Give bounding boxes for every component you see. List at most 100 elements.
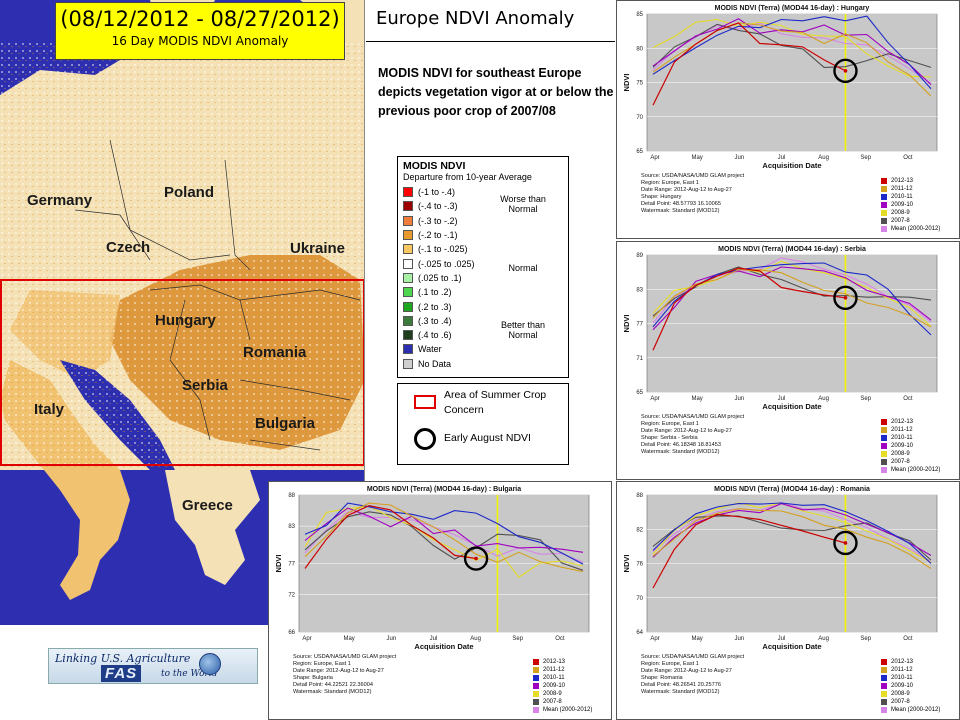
series-swatch (881, 427, 887, 433)
series-swatch (881, 667, 887, 673)
series-legend: 2012-13 2011-12 2010-11 2009-10 2008-9 2007-8… (881, 658, 940, 714)
series-name: 2009-10 (891, 683, 914, 689)
chart-metadata: Source: USDA/NASA/UMD GLAM project Region… (641, 654, 744, 696)
y-tick-label: 72 (288, 593, 295, 599)
series-legend-item: 2012-13 (881, 418, 940, 426)
series-name: 2011-12 (891, 186, 913, 192)
page-title: Europe NDVI Anomaly (366, 0, 615, 42)
series-legend-item: 2007-8 (881, 217, 940, 225)
series-name: 2010-11 (891, 435, 913, 441)
map-borders (74, 139, 361, 451)
ndvi-line-chart: 64 70 76 82 88 Apr May Jun Jul Aug Sep Oct MODIS NDV… (622, 486, 938, 651)
chart-panel-serbia: 65 71 77 83 89 Apr May Jun Jul Aug Sep Oct MODIS NDV… (616, 241, 960, 480)
series-line (652, 22, 932, 84)
country-label-italy: Italy (34, 401, 65, 418)
series-name: 2011-12 (891, 427, 913, 433)
series-legend-item: 2008-9 (533, 690, 592, 698)
series-name: 2011-12 (543, 667, 565, 673)
legend-item: (-.4 to -.3) (403, 199, 563, 213)
description-text: MODIS NDVI for southeast Europe depicts … (378, 66, 614, 118)
legend-swatch (403, 287, 413, 298)
anomaly-map: Germany Poland Czech Ukraine Hungary Rom… (0, 0, 365, 625)
series-name: 2012-13 (891, 659, 914, 665)
concern-area-label: Area of Summer Crop Concern (444, 389, 547, 416)
y-tick-label: 76 (636, 562, 643, 568)
ndvi-line-chart: 65 70 75 80 85 Apr May Jun Jul Aug Sep Oct MODIS NDV… (622, 5, 938, 170)
series-swatch (533, 699, 539, 705)
x-tick-label: Jul (778, 155, 786, 161)
country-label-poland: Poland (164, 184, 215, 201)
series-swatch (881, 707, 887, 713)
series-name: 2009-10 (543, 683, 566, 689)
series-swatch (881, 467, 887, 473)
legend-group-normal: Normal (508, 263, 538, 273)
series-swatch (533, 683, 539, 689)
legend-label: (-.4 to -.3) (418, 201, 458, 212)
y-tick-label: 88 (636, 493, 643, 499)
series-legend-item: 2012-13 (881, 177, 940, 185)
legend-item: (.2 to .3) (403, 299, 563, 313)
legend-swatch (403, 258, 413, 269)
y-tick-label: 65 (636, 390, 643, 396)
series-swatch (881, 691, 887, 697)
y-axis-label: NDVI (622, 74, 631, 92)
series-swatch (881, 194, 887, 200)
series-line (652, 22, 846, 106)
x-tick-label: Sep (860, 636, 871, 642)
x-axis-label: Acquisition Date (762, 642, 821, 651)
series-name: 2011-12 (891, 667, 913, 673)
ndvi-legend: MODIS NDVI Departure from 10-year Averag… (397, 156, 569, 378)
legend-rows: (-1 to -.4) (-.4 to -.3) (-.3 to -.2) (-.2 … (403, 185, 563, 371)
legend-swatch (403, 244, 413, 255)
x-tick-label: Aug (818, 155, 829, 161)
series-line (304, 502, 584, 573)
early-august-circle (833, 58, 858, 84)
series-legend: 2012-13 2011-12 2010-11 2009-10 2008-9 2007-8… (881, 418, 940, 474)
legend-label: (-.025 to .025) (418, 258, 475, 269)
series-name: 2012-13 (543, 659, 566, 665)
series-name: 2009-10 (891, 443, 914, 449)
y-tick-label: 71 (636, 356, 643, 362)
series-swatch (533, 707, 539, 713)
x-tick-label: Apr (650, 636, 659, 642)
series-name: 2007-8 (891, 218, 910, 224)
series-swatch (533, 675, 539, 681)
legend-swatch (403, 201, 413, 212)
series-name: 2007-8 (891, 699, 910, 705)
x-tick-label: Aug (470, 636, 481, 642)
series-legend-item: Mean (2000-2012) (881, 706, 940, 714)
series-legend-item: 2010-11 (881, 434, 940, 442)
y-tick-label: 85 (636, 12, 643, 18)
metadata-line: Watermask: Standard (MOD12) (641, 208, 720, 214)
x-tick-label: Aug (818, 636, 829, 642)
series-legend-item: 2008-9 (881, 690, 940, 698)
series-name: Mean (2000-2012) (543, 707, 593, 713)
x-tick-label: Jul (778, 636, 786, 642)
series-name: 2010-11 (891, 675, 913, 681)
series-name: 2008-9 (891, 691, 910, 697)
country-label-bulgaria: Bulgaria (255, 415, 316, 432)
ndvi-line-chart: 65 71 77 83 89 Apr May Jun Jul Aug Sep Oct MODIS NDV… (622, 246, 938, 411)
x-tick-label: Oct (903, 636, 913, 642)
metadata-line: Shape: Hungary (641, 194, 682, 200)
series-legend-item: 2009-10 (533, 682, 592, 690)
series-swatch (881, 459, 887, 465)
metadata-line: Watermask: Standard (MOD12) (641, 689, 720, 695)
circle-marker-label: Early August NDVI (444, 432, 531, 444)
x-tick-label: Sep (860, 155, 871, 161)
country-label-greece: Greece (182, 497, 233, 514)
legend-item: (-1 to -.4) (403, 185, 563, 199)
series-name: 2008-9 (543, 691, 562, 697)
current-value-point (843, 296, 848, 300)
country-label-germany: Germany (27, 192, 93, 209)
chart-panel-bulgaria: 66 72 77 83 88 Apr May Jun Jul Aug Sep Oct MODIS NDV… (268, 481, 612, 720)
series-line (652, 15, 932, 90)
current-value-point (843, 69, 848, 73)
series-line (304, 504, 477, 569)
series-legend-item: 2007-8 (881, 458, 940, 466)
y-tick-label: 65 (636, 149, 643, 155)
metadata-line: Region: Europe, East 1 (641, 661, 699, 667)
metadata-line: Source: USDA/NASA/UMD GLAM project (641, 414, 745, 420)
metadata-line: Shape: Bulgaria (293, 675, 333, 681)
early-august-circle (463, 546, 489, 571)
